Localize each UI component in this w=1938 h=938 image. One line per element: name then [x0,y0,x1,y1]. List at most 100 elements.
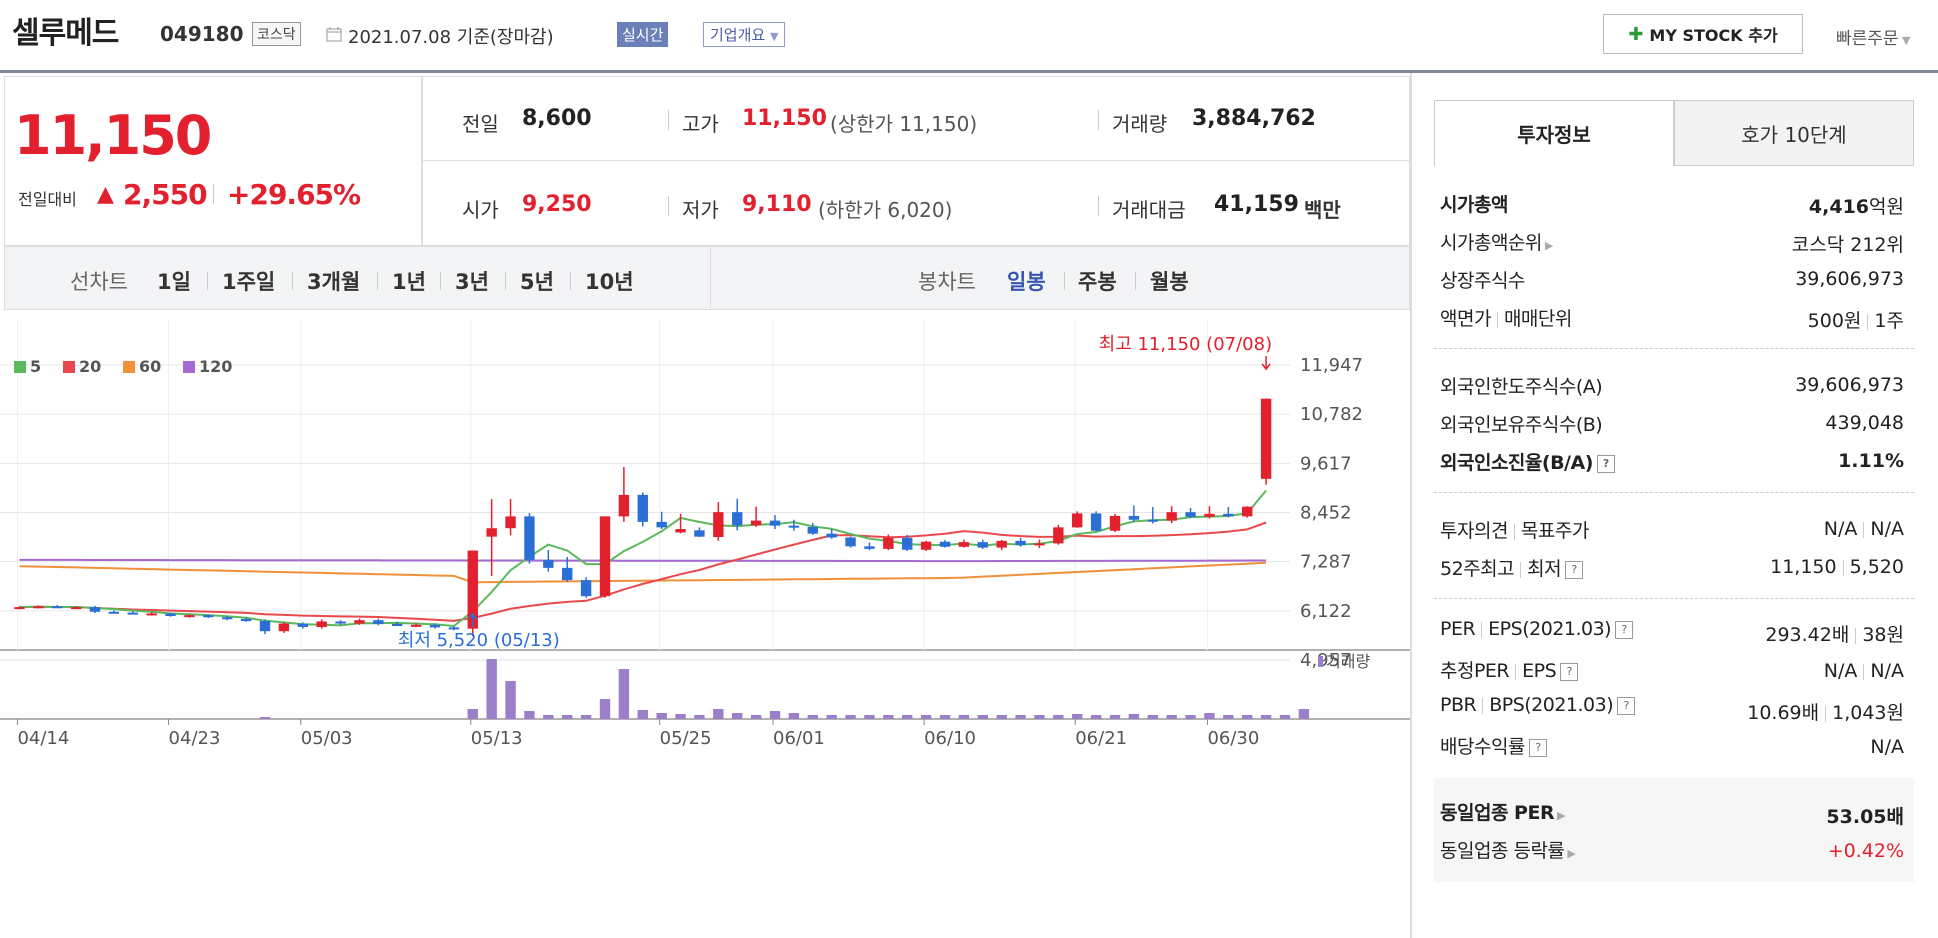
trade-value-label: 거래대금 [1112,198,1186,222]
y-tick-label: 10,782 [1300,404,1363,425]
realtime-button[interactable]: 실시간 [617,22,669,47]
quote-divider [422,160,1410,161]
unit-label: 매매단위 [1503,308,1572,330]
volume-bar [505,681,516,719]
volume-bar [1128,714,1140,719]
help-icon[interactable]: ? [1615,620,1634,639]
candle-body [1090,513,1102,531]
candle-body [675,529,686,533]
est-eps-label: EPS [1522,660,1557,682]
candle-body [108,611,120,614]
volume-bar [996,715,1007,719]
company-info-label: 기업개요 [710,26,766,44]
volume-bar [1090,715,1102,719]
market-cap-unit: 억원 [1869,196,1904,218]
volume-bar [675,714,686,719]
sector-per-link[interactable]: 동일업종 PER ▶ [1440,798,1566,825]
change-value: 2,550 [123,178,208,211]
volume-bar [845,715,856,719]
tab-10y[interactable]: 10년 [585,270,634,294]
tab-monthly[interactable]: 월봉 [1150,270,1189,294]
volume-bar [1260,715,1272,719]
candle-body [52,606,63,609]
help-icon[interactable]: ? [1617,696,1636,715]
sector-box [1434,778,1914,882]
volume-bar [618,669,630,719]
volume-bar [939,715,951,719]
legend-swatch [183,361,195,373]
tab-1w[interactable]: 1주일 [222,270,276,294]
help-icon[interactable]: ? [1528,738,1547,757]
tab-3m[interactable]: 3개월 [307,270,361,294]
volume-bar [637,710,648,719]
tab-invest-info[interactable]: 투자정보 [1434,100,1674,166]
market-cap-label: 시가총액 [1440,194,1508,216]
ma-60-line [19,561,1267,584]
add-mystock-button[interactable]: ✚ MY STOCK 추가 [1603,14,1803,54]
per-value-wrap: 293.42배 38원 [1765,620,1904,647]
quick-order-label: 빠른주문 [1836,29,1899,49]
candle-body [920,541,932,550]
tab-weekly[interactable]: 주봉 [1078,270,1117,294]
candle-body [996,540,1007,548]
candle-body [826,533,837,538]
help-icon[interactable]: ? [1596,454,1615,473]
sector-change-link[interactable]: 동일업종 등락률 ▶ [1440,836,1576,863]
company-info-dropdown[interactable]: 기업개요 ▼ [703,22,786,47]
volume-bar [562,715,573,719]
market-cap-value: 4,416억원 [1809,192,1904,219]
dividend-label-wrap: 배당수익률? [1440,732,1547,759]
candle-body [373,620,384,625]
tab-1d[interactable]: 1일 [157,270,191,294]
tab-5y[interactable]: 5년 [520,270,554,294]
tab-1y[interactable]: 1년 [392,270,426,294]
tab-order-book[interactable]: 호가 10단계 [1674,100,1914,166]
candle-body [184,615,195,618]
tab-3y[interactable]: 3년 [455,270,489,294]
quick-order-button[interactable]: 빠른주문 ▼ [1836,24,1911,49]
volume-bar [1185,715,1196,719]
divider [668,110,669,130]
candle-body [883,537,894,549]
candle-body [580,580,592,597]
legend-label: 60 [139,357,161,376]
help-icon[interactable]: ? [1560,662,1579,681]
bps-label: BPS(2021.03) [1489,694,1614,716]
volume-bar [259,717,271,719]
candle-body [1166,512,1177,521]
candle-body [524,516,535,560]
candle-body [902,537,913,550]
price-chart: 11,947 10,782 9,617 8,452 7,287 6,122 4,957 04/… [0,320,1410,749]
divider [1520,561,1522,578]
market-cap-rank-link[interactable]: 시가총액순위 ▶ [1440,228,1553,255]
divider [1825,705,1827,722]
candle-body [845,537,856,547]
volume-bar [883,715,894,719]
candle-body [127,612,138,615]
volume-bar [1279,715,1291,719]
x-tick-label: 06/21 [1075,728,1127,749]
foreign-ratio-value: 1.11% [1838,450,1904,472]
ma-120-line [19,558,1267,563]
target-label: 목표주가 [1520,520,1589,542]
volume-bar [920,715,932,719]
tab-daily[interactable]: 일봉 [1007,270,1046,294]
help-icon[interactable]: ? [1565,560,1584,579]
sector-change-label: 동일업종 등락률 [1440,840,1565,862]
candle-body [203,615,214,618]
shares-label: 상장주식수 [1440,270,1525,292]
volume-bar [543,715,554,719]
calendar-icon [326,27,342,42]
candle-body [1204,513,1215,517]
candle-body [1128,515,1140,520]
add-mystock-label: MY STOCK 추가 [1649,26,1778,45]
candle-body [958,542,970,547]
unit-value: 1주 [1874,310,1904,332]
foreign-ratio-label-wrap: 외국인소진율(B/A)? [1440,448,1615,475]
volume-bar [1242,715,1253,719]
divider [1513,523,1515,540]
w52-high-value: 11,150 [1770,556,1837,578]
volume-bar [656,713,667,719]
divider [1098,196,1099,216]
caret-right-icon: ▶ [1557,809,1566,822]
